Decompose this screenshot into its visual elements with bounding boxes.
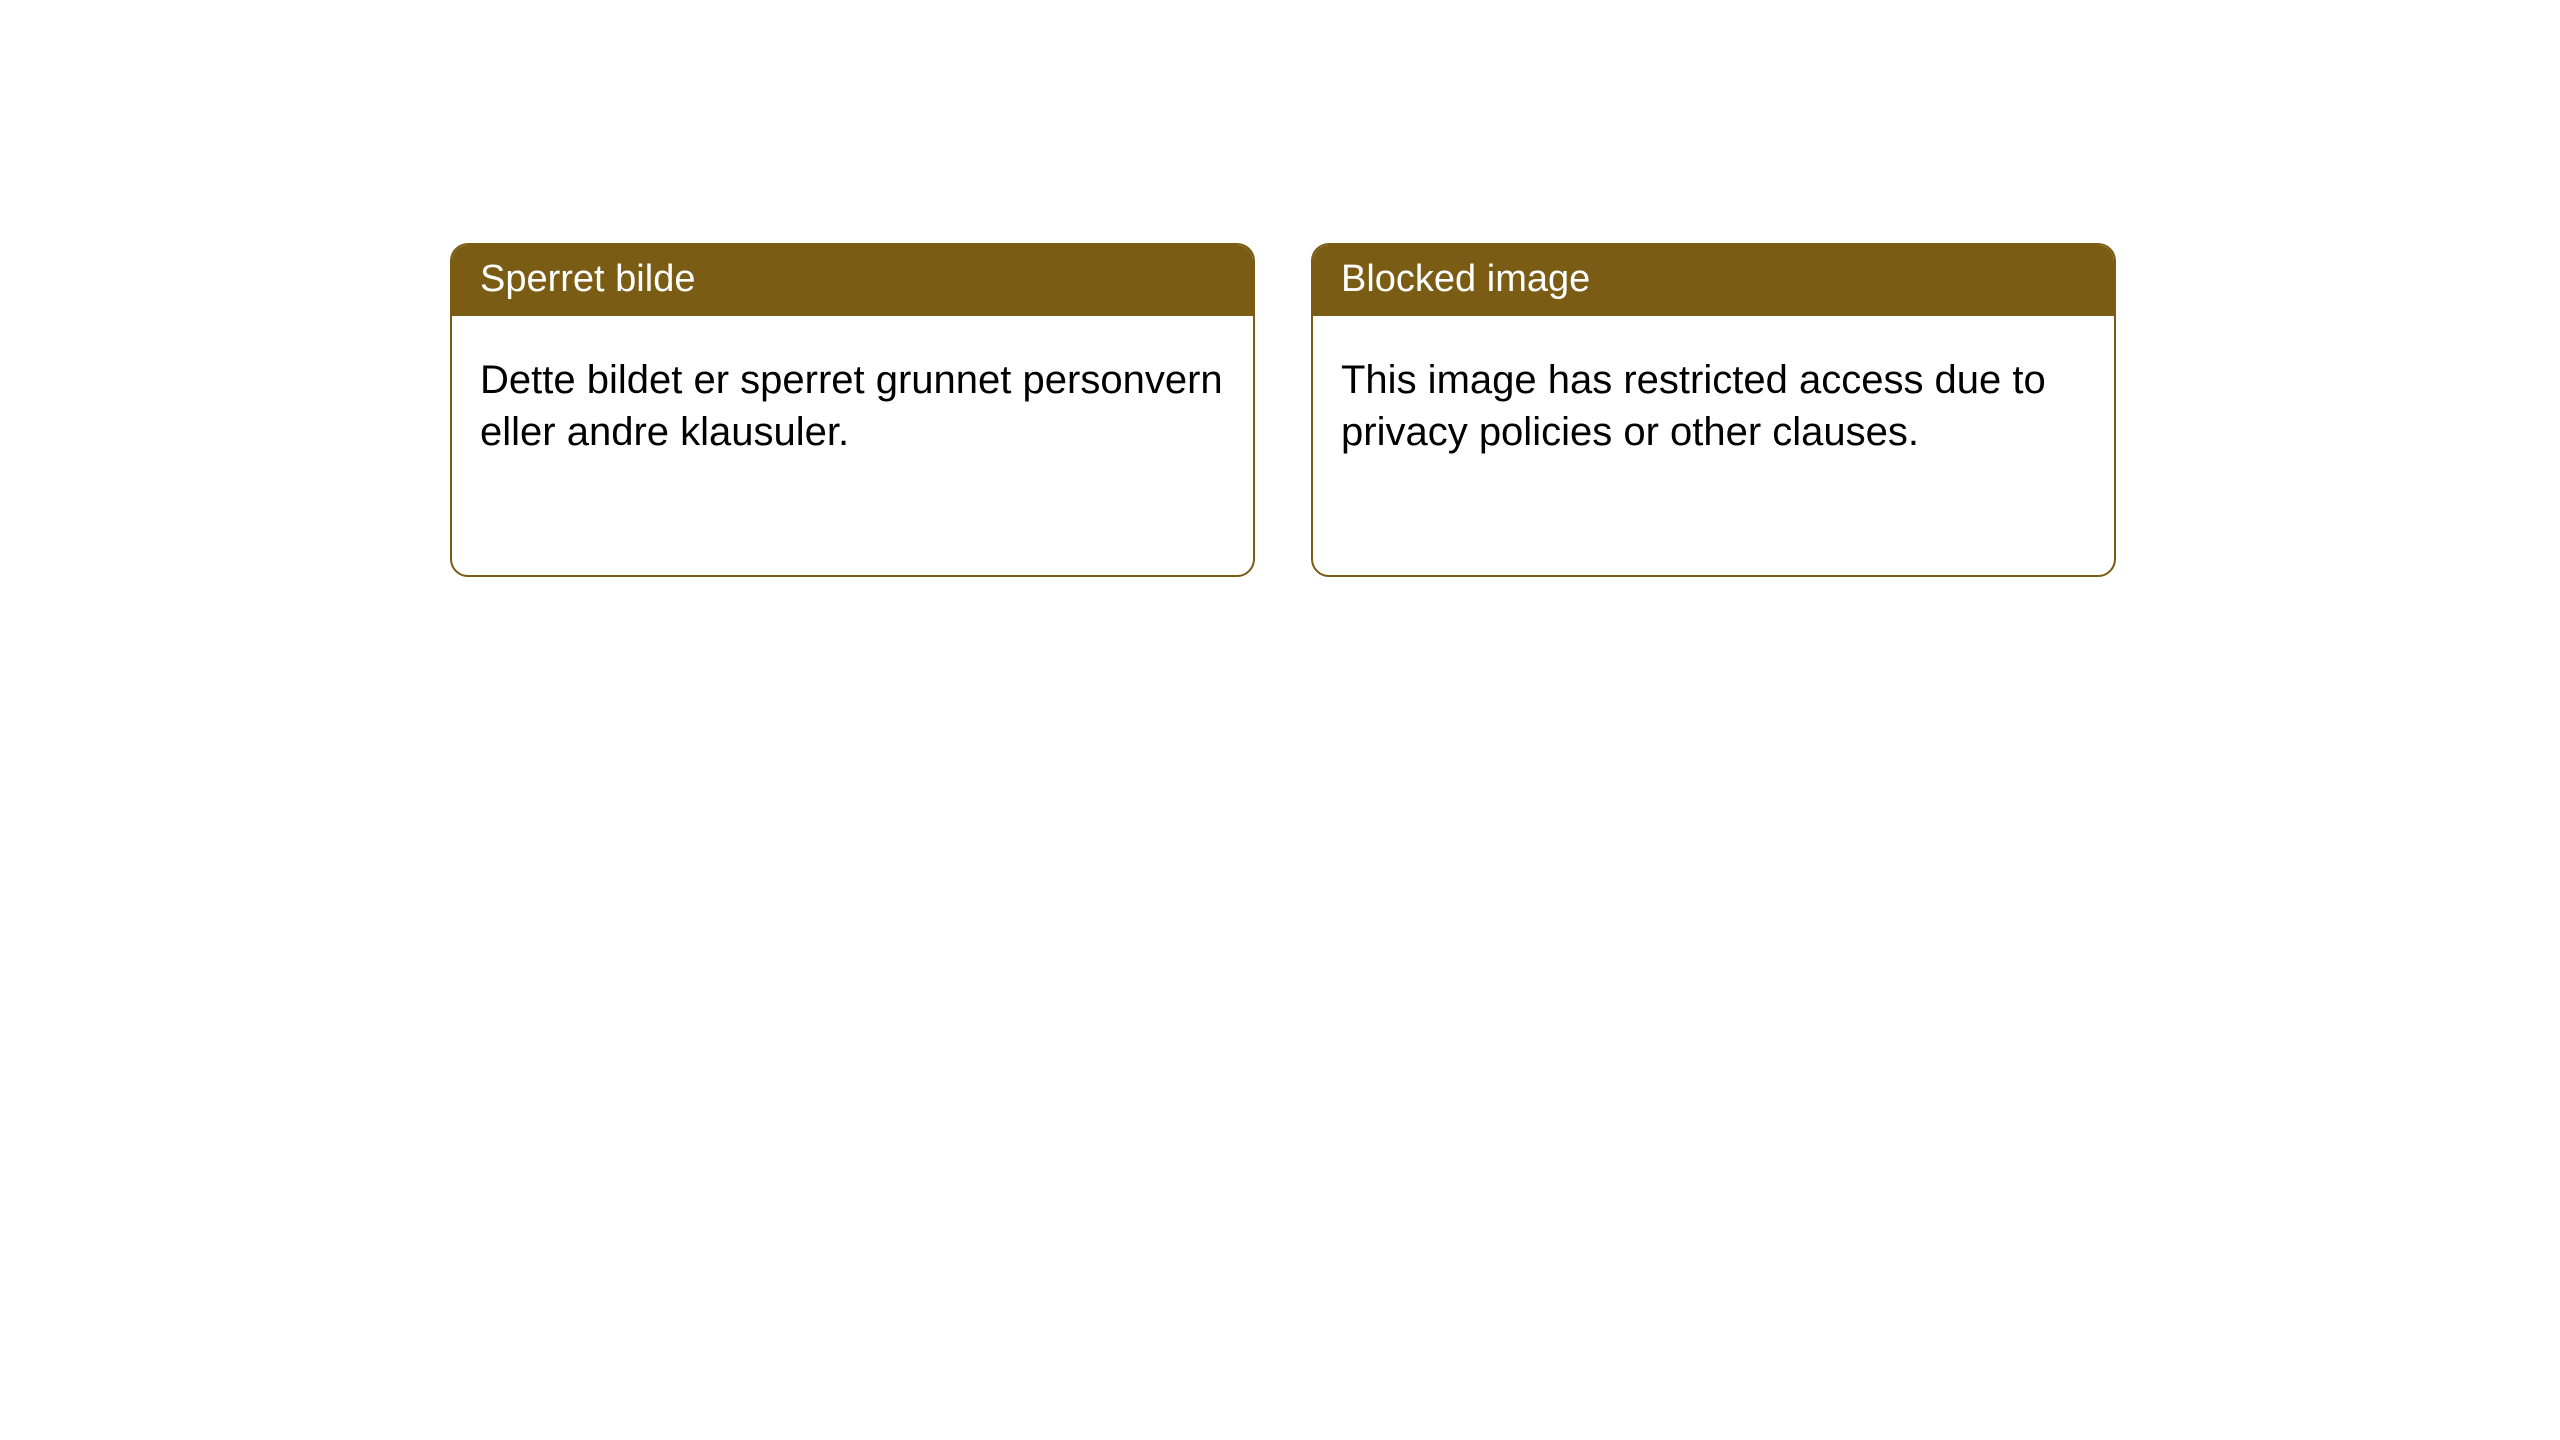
notice-header: Blocked image: [1313, 245, 2114, 316]
notice-header: Sperret bilde: [452, 245, 1253, 316]
notice-container: Sperret bilde Dette bildet er sperret gr…: [0, 0, 2560, 577]
notice-body: This image has restricted access due to …: [1313, 316, 2114, 486]
notice-card-norwegian: Sperret bilde Dette bildet er sperret gr…: [450, 243, 1255, 577]
notice-body: Dette bildet er sperret grunnet personve…: [452, 316, 1253, 486]
notice-card-english: Blocked image This image has restricted …: [1311, 243, 2116, 577]
